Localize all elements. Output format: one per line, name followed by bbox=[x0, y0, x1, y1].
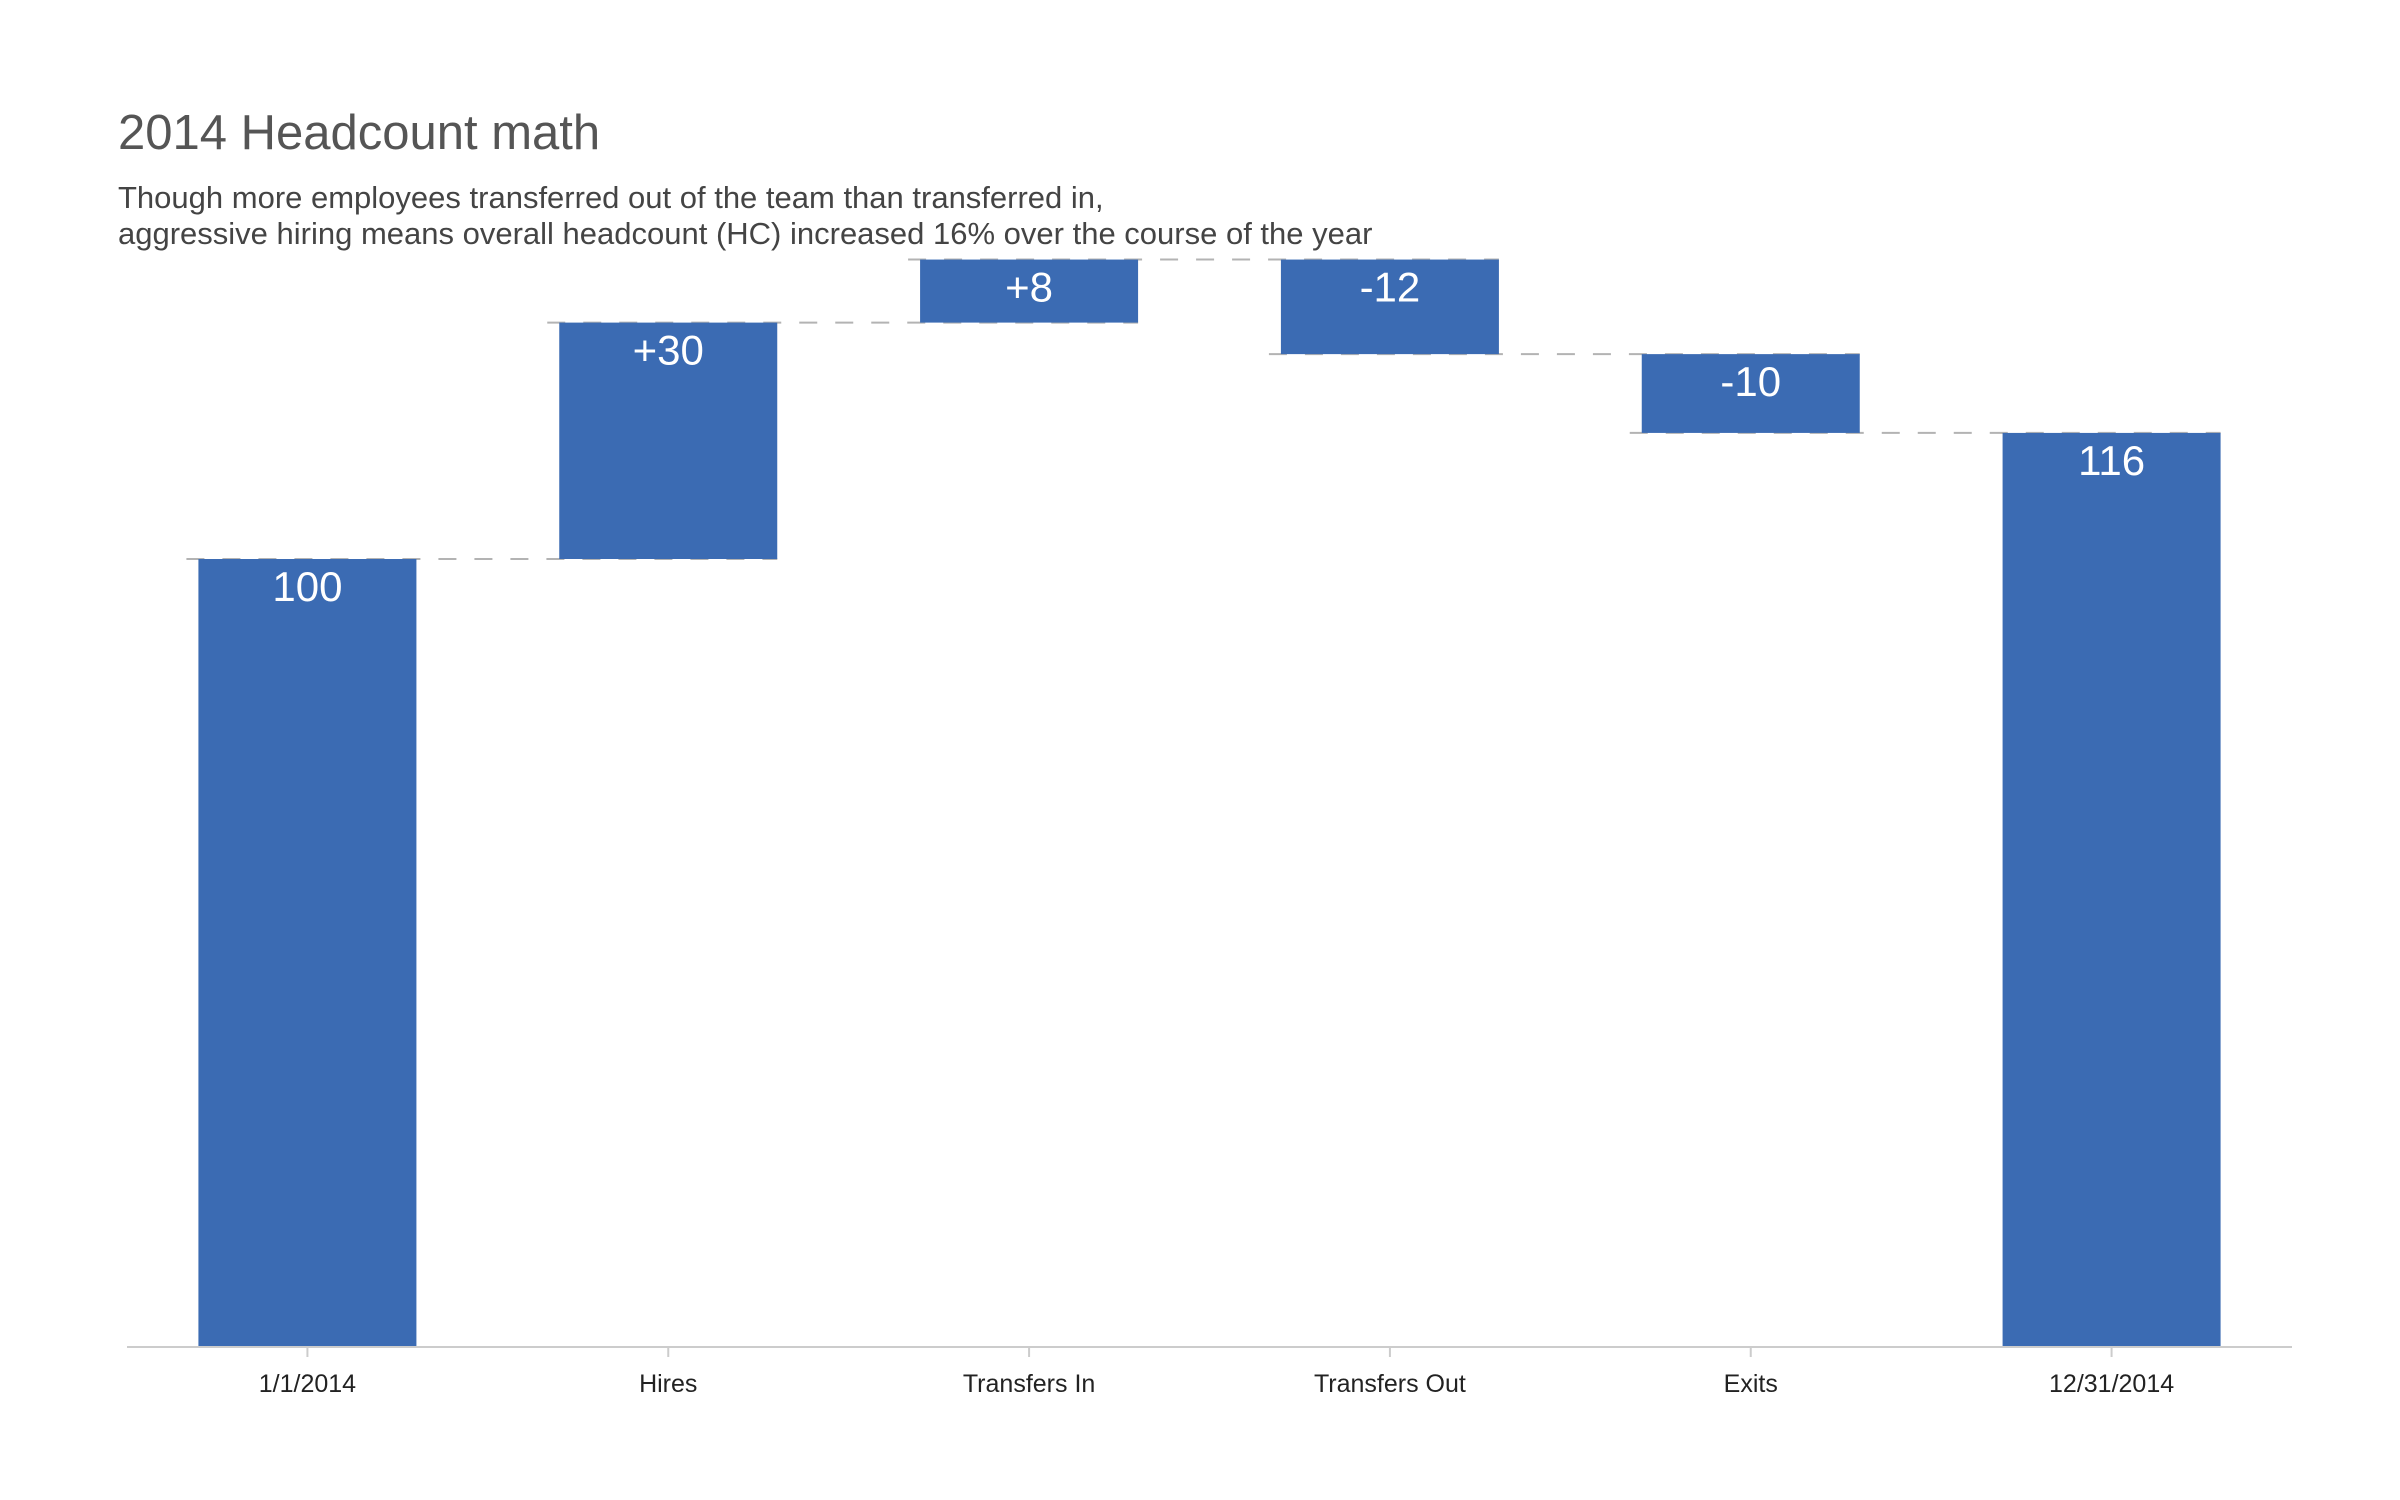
x-tick-label-hires: Hires bbox=[639, 1370, 697, 1398]
bar-label-exits: -10 bbox=[1720, 358, 1781, 405]
bar-transfers-in bbox=[920, 259, 1139, 323]
x-tick-label-12-31-2014: 12/31/2014 bbox=[2049, 1370, 2174, 1398]
chart-title: 2014 Headcount math bbox=[118, 106, 601, 160]
connector-lines bbox=[186, 258, 2221, 560]
bar-label-hires: +30 bbox=[633, 327, 704, 374]
x-tick-label-transfers-in: Transfers In bbox=[963, 1370, 1095, 1398]
bar-value-labels: 100 +30 +8 -12 -10 116 bbox=[272, 264, 2145, 610]
chart-subtitle-line-1: Though more employees transferred out of… bbox=[118, 180, 1104, 215]
x-tick-label-transfers-out: Transfers Out bbox=[1314, 1370, 1466, 1398]
x-axis-ticks bbox=[306, 1347, 2113, 1357]
x-tick-label-exits: Exits bbox=[1724, 1370, 1778, 1398]
bar-label-1-1-2014: 100 bbox=[272, 563, 342, 610]
bar-12-31-2014 bbox=[2002, 432, 2221, 1347]
bar-hires bbox=[559, 322, 778, 559]
bar-label-transfers-in: +8 bbox=[1005, 264, 1053, 311]
chart-subtitle-line-2: aggressive hiring means overall headcoun… bbox=[118, 216, 1373, 251]
bar-exits bbox=[1641, 354, 1860, 433]
x-tick-label-1-1-2014: 1/1/2014 bbox=[259, 1370, 356, 1398]
x-axis-tick-labels: 1/1/2014 Hires Transfers In Transfers Out Ex… bbox=[259, 1370, 2174, 1398]
bars bbox=[198, 259, 2221, 1347]
bar-label-transfers-out: -12 bbox=[1360, 264, 1421, 311]
bar-label-12-31-2014: 116 bbox=[2078, 437, 2145, 484]
bar-1-1-2014 bbox=[198, 559, 417, 1347]
bar-transfers-out bbox=[1280, 259, 1499, 355]
